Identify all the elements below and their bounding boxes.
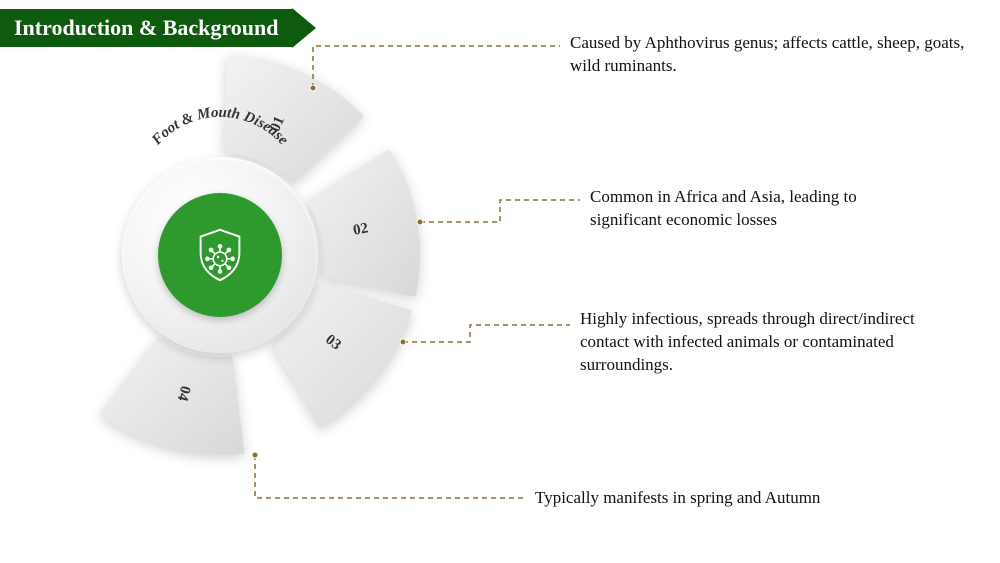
point-text-4: Typically manifests in spring and Autumn: [535, 487, 965, 510]
hub: [0, 0, 1000, 563]
point-text-2: Common in Africa and Asia, leading to si…: [590, 186, 930, 232]
point-text-1: Caused by Aphthovirus genus; affects cat…: [570, 32, 970, 78]
hub-inner-disc: [158, 193, 282, 317]
shield-virus-icon: [189, 224, 251, 286]
point-text-3: Highly infectious, spreads through direc…: [580, 308, 960, 377]
